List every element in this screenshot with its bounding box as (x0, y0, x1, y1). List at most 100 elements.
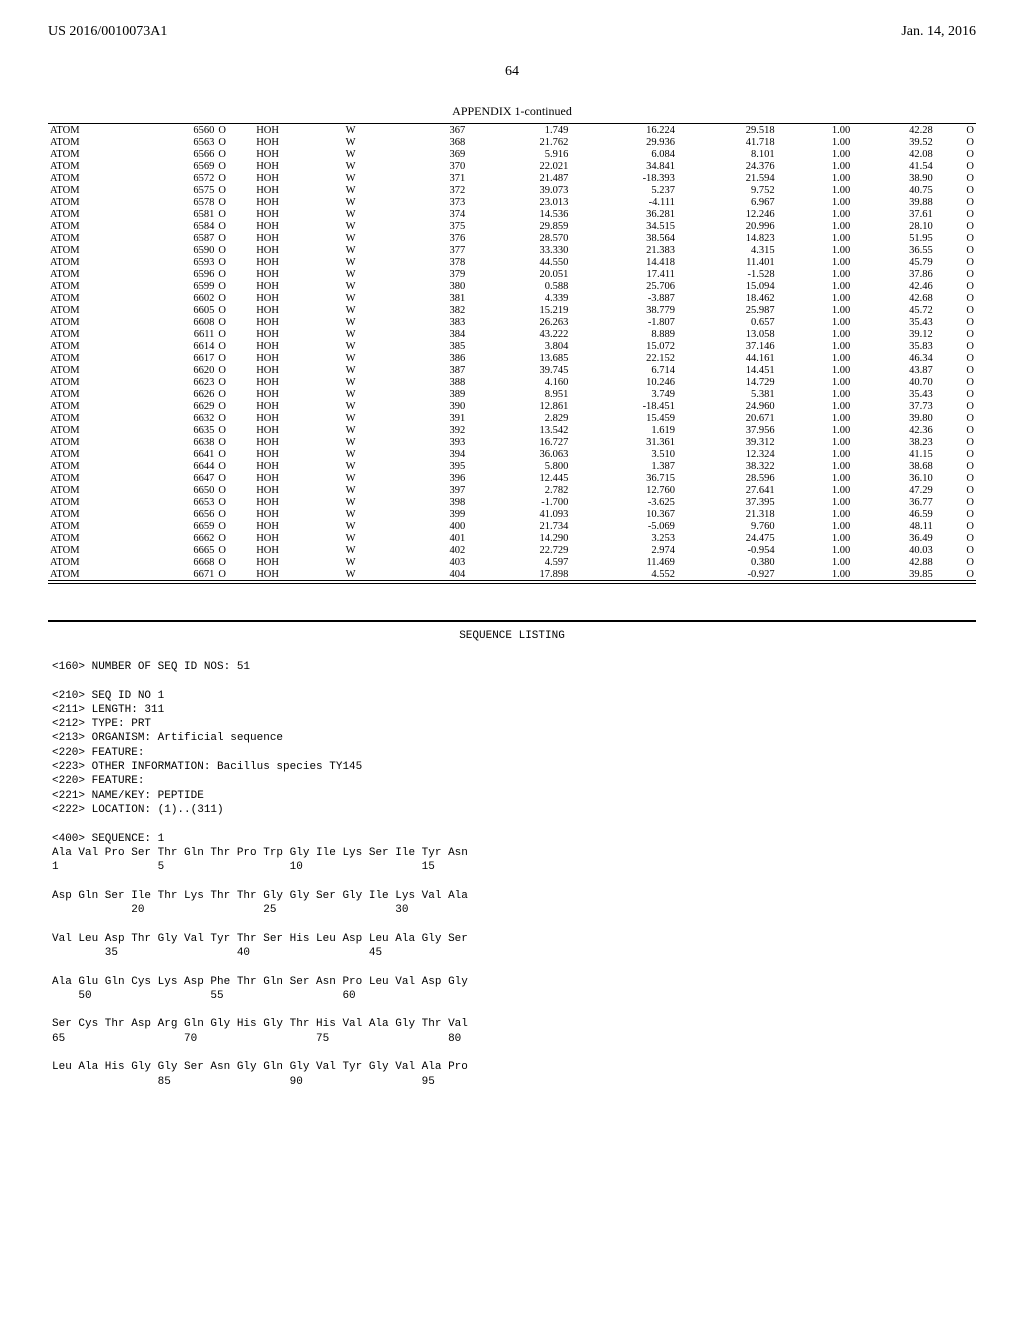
table-cell: 15.459 (570, 412, 677, 424)
table-row: ATOM6614OHOHW3853.80415.07237.1461.0035.… (48, 340, 976, 352)
table-cell: 381 (395, 292, 467, 304)
table-cell: 1.00 (777, 508, 853, 520)
table-cell: W (344, 148, 396, 160)
table-cell: O (216, 496, 254, 508)
table-cell: 14.290 (467, 532, 570, 544)
table-cell: 6602 (144, 292, 216, 304)
table-cell: ATOM (48, 280, 144, 292)
table-cell: HOH (254, 412, 343, 424)
table-cell: 38.564 (570, 232, 677, 244)
table-cell: 23.013 (467, 196, 570, 208)
table-row: ATOM6623OHOHW3884.16010.24614.7291.0040.… (48, 376, 976, 388)
table-cell: 3.510 (570, 448, 677, 460)
table-row: ATOM6563OHOHW36821.76229.93641.7181.0039… (48, 136, 976, 148)
table-cell: O (216, 544, 254, 556)
table-cell: 6623 (144, 376, 216, 388)
table-cell: 1.00 (777, 556, 853, 568)
table-cell: 368 (395, 136, 467, 148)
table-cell: 6641 (144, 448, 216, 460)
table-cell: HOH (254, 460, 343, 472)
table-row: ATOM6671OHOHW40417.8984.552-0.9271.0039.… (48, 568, 976, 580)
table-cell: 34.841 (570, 160, 677, 172)
table-cell: 20.051 (467, 268, 570, 280)
table-cell: 8.951 (467, 388, 570, 400)
table-cell: O (216, 220, 254, 232)
table-cell: 39.85 (852, 568, 934, 580)
table-cell: HOH (254, 352, 343, 364)
table-cell: HOH (254, 376, 343, 388)
table-cell: 5.381 (677, 388, 777, 400)
table-cell: 402 (395, 544, 467, 556)
table-cell: W (344, 256, 396, 268)
table-cell: O (216, 364, 254, 376)
table-row: ATOM6587OHOHW37628.57038.56414.8231.0051… (48, 232, 976, 244)
table-cell: O (935, 364, 976, 376)
table-cell: HOH (254, 448, 343, 460)
table-cell: O (216, 124, 254, 136)
table-row: ATOM6578OHOHW37323.013-4.1116.9671.0039.… (48, 196, 976, 208)
table-cell: 6590 (144, 244, 216, 256)
table-cell: 1.00 (777, 436, 853, 448)
table-cell: O (935, 448, 976, 460)
table-cell: O (216, 352, 254, 364)
table-cell: ATOM (48, 304, 144, 316)
table-cell: 6605 (144, 304, 216, 316)
table-cell: ATOM (48, 328, 144, 340)
table-cell: 22.152 (570, 352, 677, 364)
table-cell: -1.528 (677, 268, 777, 280)
table-cell: 6596 (144, 268, 216, 280)
table-cell: W (344, 544, 396, 556)
sequence-top-rule (48, 620, 976, 622)
table-row: ATOM6617OHOHW38613.68522.15244.1611.0046… (48, 352, 976, 364)
table-cell: O (216, 256, 254, 268)
table-cell: 11.401 (677, 256, 777, 268)
table-cell: 1.00 (777, 316, 853, 328)
table-cell: 26.263 (467, 316, 570, 328)
table-cell: 38.90 (852, 172, 934, 184)
table-cell: W (344, 376, 396, 388)
table-cell: O (935, 220, 976, 232)
table-cell: 42.68 (852, 292, 934, 304)
table-cell: 380 (395, 280, 467, 292)
table-cell: ATOM (48, 412, 144, 424)
table-cell: O (216, 148, 254, 160)
table-row: ATOM6629OHOHW39012.861-18.45124.9601.003… (48, 400, 976, 412)
table-cell: W (344, 556, 396, 568)
table-cell: 41.15 (852, 448, 934, 460)
table-cell: O (216, 136, 254, 148)
table-cell: 15.219 (467, 304, 570, 316)
table-cell: 1.00 (777, 172, 853, 184)
table-row: ATOM6626OHOHW3898.9513.7495.3811.0035.43… (48, 388, 976, 400)
table-cell: 24.376 (677, 160, 777, 172)
table-cell: -3.625 (570, 496, 677, 508)
table-cell: 27.641 (677, 484, 777, 496)
table-cell: 22.729 (467, 544, 570, 556)
table-cell: 6593 (144, 256, 216, 268)
table-cell: ATOM (48, 364, 144, 376)
table-cell: O (935, 496, 976, 508)
page-header: US 2016/0010073A1 Jan. 14, 2016 (48, 24, 976, 40)
sequence-blocks: Ala Val Pro Ser Thr Gln Thr Pro Trp Gly … (52, 846, 976, 1089)
table-cell: 42.88 (852, 556, 934, 568)
table-cell: 1.00 (777, 328, 853, 340)
table-cell: 29.859 (467, 220, 570, 232)
table-cell: O (216, 268, 254, 280)
table-cell: HOH (254, 172, 343, 184)
table-cell: HOH (254, 184, 343, 196)
table-cell: 17.411 (570, 268, 677, 280)
table-row: ATOM6602OHOHW3814.339-3.88718.4621.0042.… (48, 292, 976, 304)
table-cell: 3.804 (467, 340, 570, 352)
table-cell: ATOM (48, 256, 144, 268)
table-cell: ATOM (48, 436, 144, 448)
table-cell: W (344, 436, 396, 448)
table-row: ATOM6611OHOHW38443.2228.88913.0581.0039.… (48, 328, 976, 340)
table-cell: 1.00 (777, 376, 853, 388)
table-cell: HOH (254, 568, 343, 580)
table-cell: HOH (254, 292, 343, 304)
table-cell: 42.28 (852, 124, 934, 136)
table-cell: 6665 (144, 544, 216, 556)
table-cell: 41.093 (467, 508, 570, 520)
table-cell: 370 (395, 160, 467, 172)
table-cell: W (344, 316, 396, 328)
table-cell: 6563 (144, 136, 216, 148)
